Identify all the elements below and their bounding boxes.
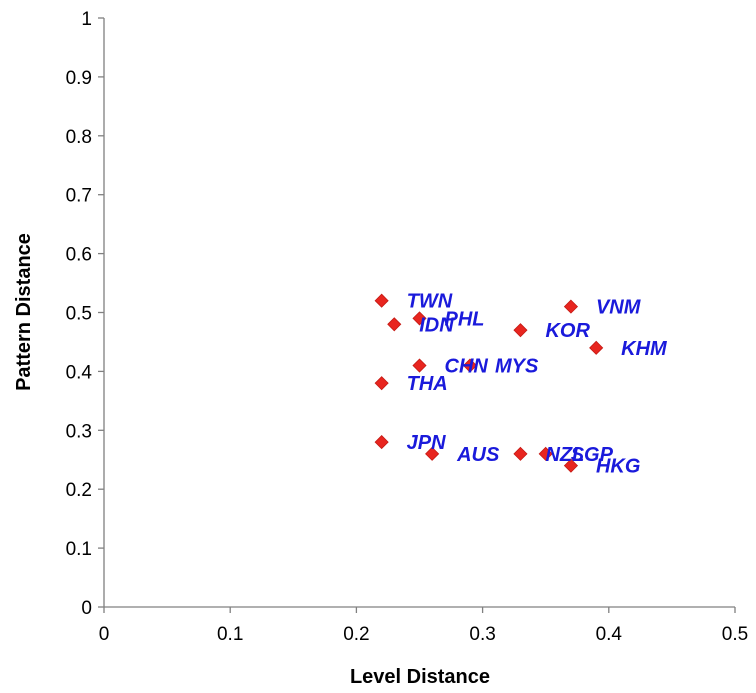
- data-point-idn: [387, 317, 402, 332]
- y-tick-label: 0.1: [66, 539, 92, 560]
- x-tick-label: 0.3: [469, 624, 495, 645]
- data-point-mys: [462, 358, 478, 373]
- y-tick-label: 0.7: [66, 186, 92, 207]
- y-tick-label: 0.3: [66, 421, 92, 442]
- y-tick-label: 0.5: [66, 304, 92, 325]
- y-axis-title: Pattern Distance: [13, 233, 35, 391]
- data-label-phl: PHL: [445, 308, 485, 330]
- y-tick-label: 0.4: [66, 362, 93, 383]
- data-label-tha: THA: [407, 373, 448, 395]
- x-tick-label: 0.1: [217, 624, 243, 645]
- data-point-twn: [374, 293, 389, 308]
- data-point-phl: [412, 311, 427, 326]
- data-point-hkg: [563, 458, 579, 473]
- data-label-mys: MYS: [495, 356, 539, 378]
- data-label-jpn: JPN: [407, 432, 446, 454]
- data-points: [374, 293, 604, 473]
- y-tick-label: 0.2: [66, 480, 92, 501]
- x-axis-title: Level Distance: [350, 666, 490, 688]
- y-tick-label: 0.6: [66, 245, 92, 266]
- data-point-kor: [513, 323, 528, 338]
- y-tick-label: 0: [81, 598, 92, 619]
- data-label-hkg: HKG: [596, 456, 640, 478]
- data-label-khm: KHM: [621, 338, 668, 360]
- y-tick-label: 0.9: [66, 68, 92, 89]
- data-label-vnm: VNM: [596, 297, 642, 319]
- x-tick-label: 0: [99, 624, 110, 645]
- ticks: 0 0.1 0.2 0.3 0.4 0.5 0.6 0.7 0.8 0.9 1 0 0.1 0.2 0.3 0…: [66, 9, 749, 645]
- data-point-khm: [589, 340, 604, 355]
- data-point-sgp: [538, 446, 553, 461]
- x-tick-label: 0.2: [343, 624, 369, 645]
- data-point-chn: [412, 358, 427, 373]
- data-point-vnm: [563, 299, 579, 314]
- data-label-kor: KOR: [545, 320, 590, 342]
- y-tick-label: 0.8: [66, 127, 92, 148]
- data-label-nzl: NZL: [545, 444, 584, 466]
- data-label-aus: AUS: [456, 444, 500, 466]
- data-label-twn: TWN: [407, 291, 453, 313]
- data-point-aus: [425, 446, 440, 461]
- data-label-chn: CHN: [445, 356, 489, 378]
- x-tick-label: 0.4: [596, 624, 623, 645]
- data-label-sgp: SGP: [571, 444, 614, 466]
- data-point-jpn: [374, 435, 389, 450]
- x-tick-label: 0.5: [722, 624, 748, 645]
- data-point-tha: [374, 376, 389, 391]
- data-point-nzl: [513, 446, 528, 461]
- data-label-idn: IDN: [419, 314, 454, 336]
- y-tick-label: 1: [81, 9, 92, 30]
